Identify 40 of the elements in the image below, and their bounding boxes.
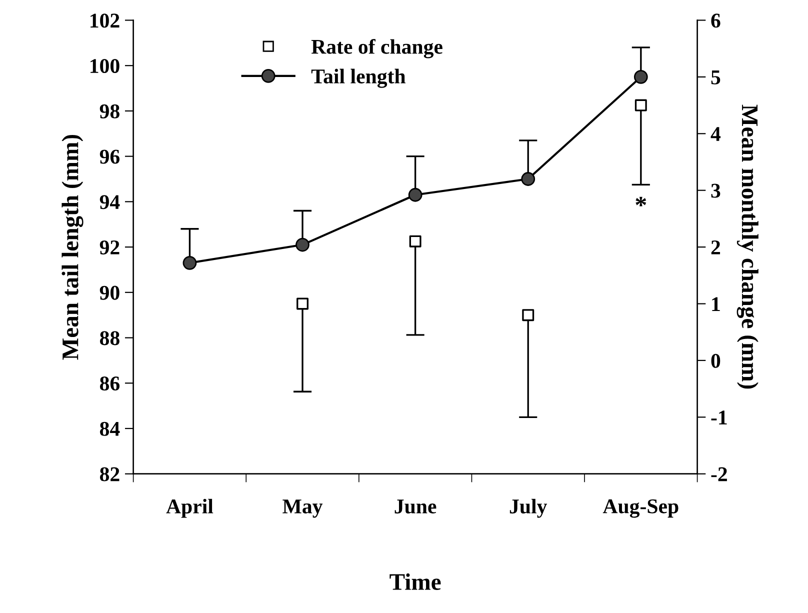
y2-tick-label: 4: [710, 127, 721, 141]
y-tick-label: 88: [100, 331, 120, 346]
point: [296, 298, 308, 310]
legend-label: Rate of change: [311, 38, 442, 58]
y2-tick-label: 2: [711, 240, 720, 254]
x-tick-label: June: [394, 500, 436, 514]
point: [521, 172, 536, 186]
point: [296, 238, 310, 252]
y2-tick-label: -1: [711, 410, 727, 424]
x-tick-label: July: [510, 498, 548, 518]
x-tick-label: April: [166, 498, 214, 518]
y2-tick-label: 1: [712, 297, 720, 311]
y2-tick-label: 5: [711, 70, 720, 84]
y-tick-label: 82: [100, 467, 120, 482]
y-tick-label: 100: [90, 58, 120, 74]
point: [409, 235, 422, 248]
point: [634, 70, 648, 84]
y2-axis-title: Mean monthly change (mm): [736, 104, 758, 389]
y-tick-label: 90: [100, 286, 120, 300]
y-axis-title: Mean tail length (mm): [62, 134, 84, 360]
y2-tick-label: 3: [711, 184, 720, 198]
point: [634, 99, 647, 112]
y-tick-label: 102: [90, 14, 120, 28]
y-tick-label: 94: [100, 195, 120, 210]
y2-tick-label: 0: [711, 354, 720, 368]
point: [522, 309, 534, 322]
annotation: *: [636, 196, 646, 206]
x-tick-label: May: [282, 500, 323, 518]
legend-label: Tail length: [311, 68, 406, 88]
y2-tick-label: -2: [711, 467, 727, 482]
y-tick-label: 96: [100, 150, 120, 164]
y2-tick-label: 6: [711, 14, 720, 28]
x-axis-title: Time: [390, 573, 441, 590]
y-tick-label: 92: [100, 240, 120, 254]
point: [408, 188, 422, 202]
y-tick-label: 84: [100, 422, 120, 436]
y-tick-label: 86: [100, 376, 120, 391]
x-tick-label: Aug-Sep: [602, 499, 678, 518]
y-tick-label: 98: [100, 104, 120, 118]
point: [182, 256, 197, 270]
